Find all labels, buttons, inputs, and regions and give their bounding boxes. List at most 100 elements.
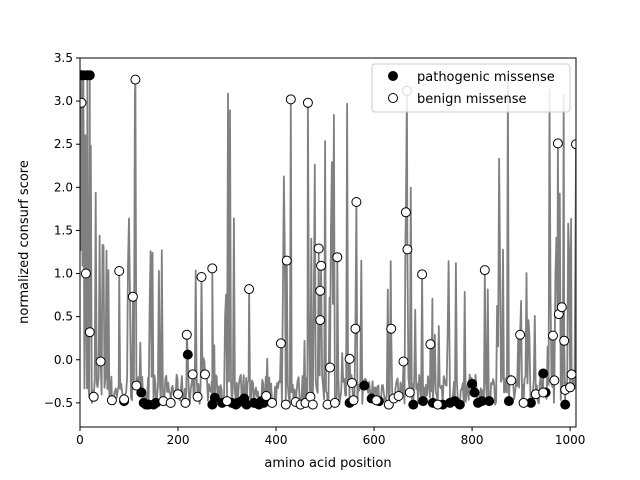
benign-point	[565, 382, 576, 393]
benign-point	[302, 97, 313, 108]
pathogenic-point	[454, 399, 465, 410]
benign-point	[80, 97, 87, 108]
x-tick-label: 400	[265, 433, 288, 447]
plot-frame	[79, 57, 577, 428]
x-tick-label: 1000	[555, 433, 586, 447]
benign-point	[315, 285, 326, 296]
x-axis-label: amino acid position	[264, 456, 391, 471]
legend-benign-marker	[388, 93, 398, 103]
benign-point	[425, 339, 436, 350]
benign-point	[515, 329, 526, 340]
benign-point	[402, 244, 413, 255]
pathogenic-point	[469, 387, 480, 398]
y-axis-label: normalized consurf score	[17, 160, 32, 324]
benign-point	[549, 375, 560, 386]
benign-point	[404, 387, 415, 398]
plot-area	[80, 70, 576, 410]
benign-point	[400, 207, 411, 218]
benign-point	[393, 391, 404, 401]
benign-point	[325, 362, 335, 373]
benign-point	[398, 356, 409, 367]
legend-box	[371, 63, 571, 113]
benign-point	[84, 327, 95, 338]
benign-point	[566, 369, 576, 380]
benign-point	[307, 399, 318, 410]
benign-point	[222, 396, 232, 407]
benign-point	[165, 397, 176, 408]
benign-point	[95, 356, 106, 367]
benign-point	[506, 375, 517, 386]
benign-point	[127, 291, 138, 302]
benign-point	[351, 197, 362, 207]
benign-point	[80, 268, 91, 279]
y-axis: −0.5 0.0 0.5 1.0 1.5 2.0 2.5 3.0 3.5	[44, 51, 80, 410]
benign-point	[329, 397, 340, 408]
benign-point	[280, 399, 291, 410]
benign-point	[114, 266, 125, 276]
benign-point	[315, 315, 326, 326]
pathogenic-point	[467, 378, 478, 389]
benign-point	[538, 387, 549, 398]
pathogenic-point	[209, 392, 220, 403]
benign-point	[192, 391, 203, 402]
benign-point	[173, 389, 183, 400]
benign-point	[181, 329, 192, 340]
y-tick-label: 2.0	[54, 180, 73, 194]
pathogenic-point	[182, 349, 193, 360]
y-tick-label: 3.0	[54, 94, 73, 108]
legend-pathogenic-marker	[388, 71, 398, 81]
pathogenic-point	[418, 396, 429, 407]
benign-point	[285, 94, 296, 105]
pathogenic-point	[84, 70, 95, 81]
benign-point	[571, 139, 576, 150]
benign-point	[518, 397, 529, 408]
pathogenic-point	[136, 387, 147, 398]
benign-point	[344, 353, 355, 364]
x-tick-label: 0	[76, 433, 84, 447]
legend: pathogenic missense benign missense	[371, 63, 571, 113]
benign-point	[548, 330, 558, 341]
legend-benign-label: benign missense	[417, 92, 527, 107]
benign-point	[187, 369, 198, 380]
benign-point	[556, 302, 567, 313]
x-axis: 0 200 400 600 800 1000	[76, 427, 585, 447]
benign-point	[479, 265, 490, 276]
x-tick-label: 600	[363, 433, 386, 447]
benign-point	[332, 252, 343, 263]
benign-point	[350, 323, 361, 334]
benign-point	[88, 391, 99, 402]
benign-point	[200, 369, 210, 380]
benign-point	[432, 399, 443, 410]
pathogenic-point	[484, 396, 495, 407]
x-tick-label: 200	[167, 433, 190, 447]
y-tick-label: 3.5	[54, 51, 73, 65]
benign-point	[348, 395, 359, 406]
benign-point	[316, 260, 327, 271]
y-tick-label: 1.5	[54, 223, 73, 237]
benign-point	[131, 380, 142, 391]
benign-point	[386, 323, 397, 334]
benign-point	[275, 338, 286, 349]
benign-point	[180, 397, 191, 408]
y-tick-label: 0.0	[54, 353, 73, 367]
benign-point	[244, 284, 255, 295]
benign-point	[417, 269, 428, 280]
benign-point	[347, 378, 357, 388]
benign-point	[559, 335, 570, 346]
y-tick-label: 0.5	[54, 310, 73, 324]
pathogenic-point	[538, 368, 549, 379]
benign-point	[267, 397, 278, 408]
y-tick-label: −0.5	[44, 396, 73, 410]
x-tick-label: 800	[461, 433, 484, 447]
benign-point	[371, 395, 382, 406]
pathogenic-point	[359, 380, 370, 391]
legend-pathogenic-label: pathogenic missense	[417, 70, 555, 85]
y-tick-label: 1.0	[54, 267, 73, 281]
benign-point	[130, 74, 141, 85]
pathogenic-point	[503, 396, 514, 407]
benign-point	[196, 272, 207, 282]
pathogenic-point	[560, 399, 571, 410]
y-tick-label: 2.5	[54, 137, 73, 151]
pathogenic-point	[408, 399, 419, 410]
